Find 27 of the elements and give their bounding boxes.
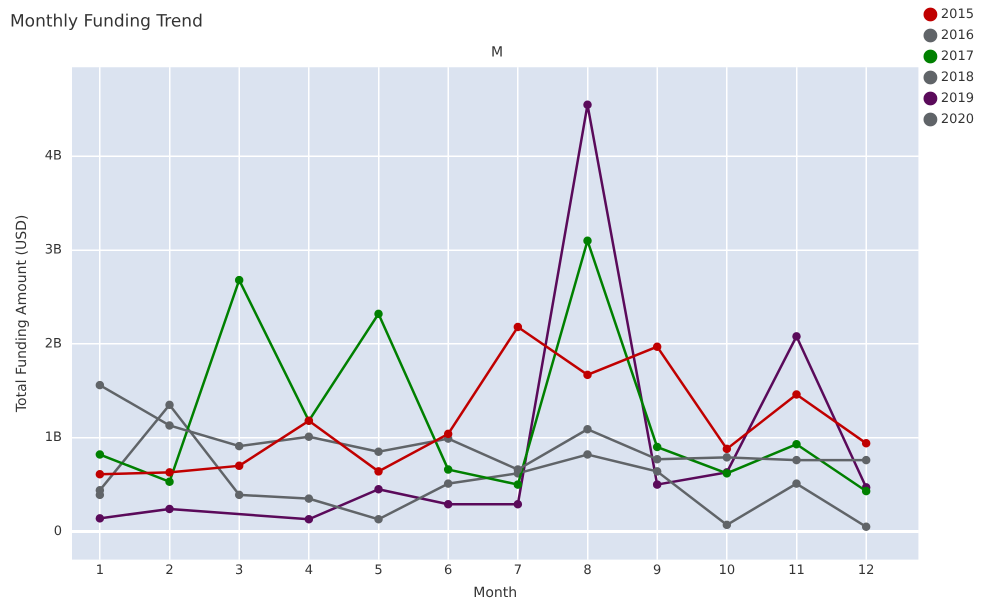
x-tick-label: 1 [96, 562, 104, 578]
y-tick-label: 0 [54, 524, 62, 539]
x-tick-label: 11 [788, 562, 805, 578]
y-tick-label: 3B [44, 242, 62, 258]
chart-subtitle: M [490, 44, 504, 60]
chart-title: Monthly Funding Trend [10, 12, 203, 32]
x-tick-label: 10 [718, 562, 736, 578]
legend-label: 2017 [940, 48, 974, 64]
x-tick-label: 3 [235, 562, 244, 578]
y-tick-label: 2B [44, 336, 62, 352]
y-tick-label: 4B [44, 148, 62, 164]
y-axis-title: Total Funding Amount (USD) [14, 214, 30, 414]
x-tick-label: 8 [583, 562, 592, 578]
legend-label: 2016 [940, 28, 974, 43]
x-axis-title: Month [473, 585, 518, 602]
x-tick-label: 4 [304, 562, 313, 578]
x-tick-label: 2 [165, 562, 174, 578]
x-tick-label: 6 [444, 562, 452, 578]
legend-label: 2018 [940, 70, 974, 85]
legend-label: 2019 [940, 90, 974, 106]
x-tick-label: 7 [514, 562, 522, 578]
x-tick-label: 12 [858, 562, 874, 578]
y-tick-label: 1B [44, 430, 62, 446]
legend-label: 2020 [940, 112, 974, 127]
x-tick-label: 5 [374, 562, 383, 578]
x-tick-label: 9 [653, 562, 662, 578]
legend-label: 2015 [940, 6, 974, 22]
